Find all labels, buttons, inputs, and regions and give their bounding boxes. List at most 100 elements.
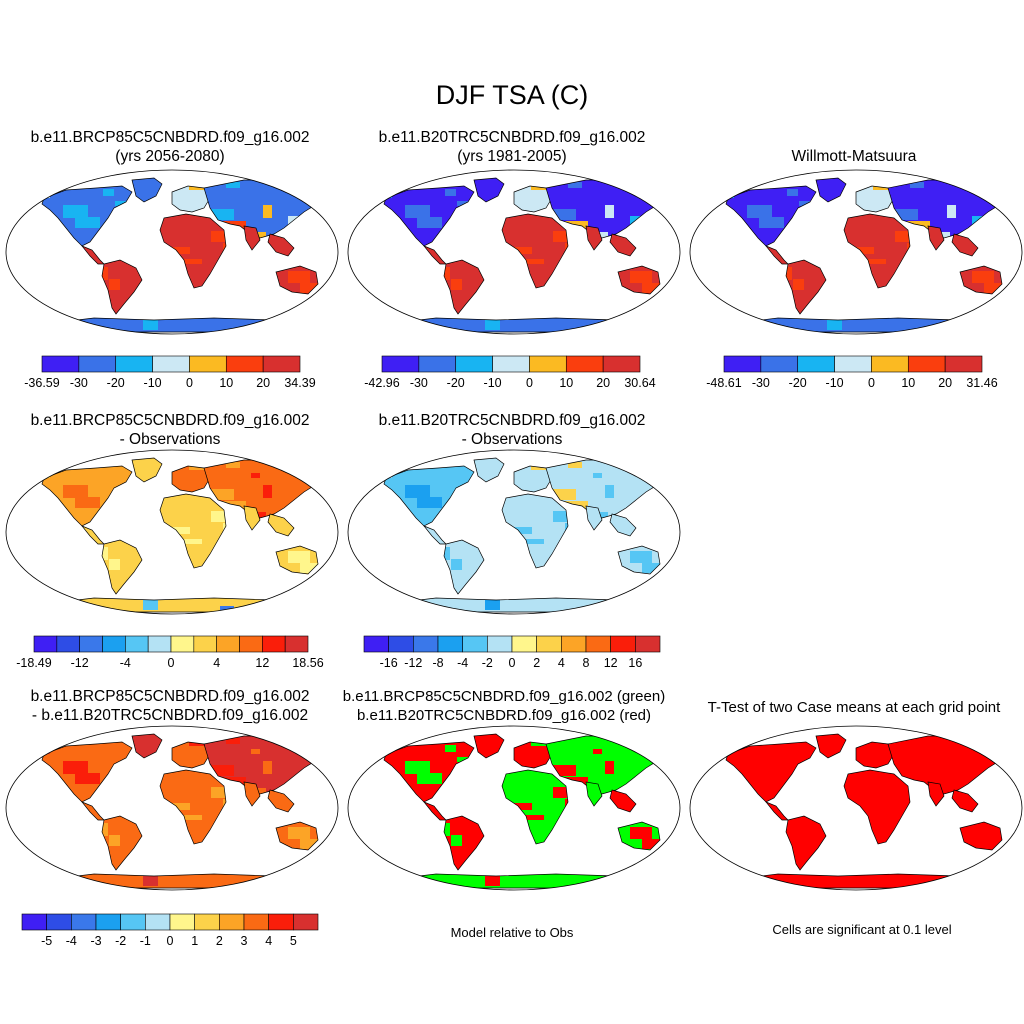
coastline-northAmerica xyxy=(41,185,133,247)
landmass-india xyxy=(586,506,602,530)
colorbar-future-diff: -18.49 -12 -4 0 4 12 18.56 xyxy=(16,635,324,670)
panel-title-8: T-Test of two Case means at each grid po… xyxy=(684,698,1024,717)
landmass-centralAm xyxy=(766,246,788,264)
colorbar-label: -8 xyxy=(432,656,443,670)
map-future-minus-obs xyxy=(5,449,339,615)
colorbar-swatch xyxy=(239,635,263,653)
landmass-southAmerica xyxy=(102,540,142,594)
coastline-seAsia xyxy=(609,233,637,257)
landmass-southAmerica xyxy=(444,816,484,870)
coastline-africa xyxy=(501,213,569,289)
coastline-australia xyxy=(959,265,1003,295)
landmass-southAmerica xyxy=(102,260,142,314)
colorbar-label: 20 xyxy=(256,376,270,390)
coastline-europe xyxy=(513,465,553,493)
landmass-greenland xyxy=(132,178,162,202)
map-border xyxy=(347,169,681,335)
coastline-greenland xyxy=(815,177,847,203)
colorbar-label: -12 xyxy=(404,656,422,670)
landmass-europe xyxy=(172,186,210,212)
coastline-southAmerica xyxy=(101,815,143,871)
panel-title-2: b.e11.B20TRC5CNBDRD.f09_g16.002 (yrs 198… xyxy=(342,128,682,166)
coastline-australia xyxy=(617,545,661,575)
map-model-future xyxy=(5,169,339,335)
colorbar-swatch xyxy=(944,355,983,373)
panel-title-6: b.e11.BRCP85C5CNBDRD.f09_g16.002 - b.e11… xyxy=(0,687,340,725)
colorbar-swatch xyxy=(388,635,414,653)
colorbar-label: -10 xyxy=(144,376,162,390)
colorbar-swatch xyxy=(147,635,172,653)
colorbar-label: 2 xyxy=(216,934,223,948)
colorbar-label: 34.39 xyxy=(284,376,315,390)
colorbar-label: -10 xyxy=(484,376,502,390)
panel-title-5: b.e11.B20TRC5CNBDRD.f09_g16.002 - Observ… xyxy=(342,411,682,449)
coastline-india xyxy=(585,781,603,807)
colorbar-label: 0 xyxy=(509,656,516,670)
coastline-europe xyxy=(855,741,895,769)
colorbar-swatch xyxy=(723,355,762,373)
colorbar-label: 0 xyxy=(186,376,193,390)
landmass-centralAm xyxy=(424,802,446,820)
coastline-northAmerica xyxy=(383,741,475,803)
landmass-africa xyxy=(160,214,226,288)
landmass-southAmerica xyxy=(444,260,484,314)
coastline-northAmerica xyxy=(41,741,133,803)
map-ttest-significance xyxy=(689,725,1023,891)
landmass-australia xyxy=(960,822,1002,850)
colorbar-label: 16 xyxy=(628,656,642,670)
coastline-seAsia xyxy=(951,789,979,813)
coastline-seAsia xyxy=(267,233,295,257)
map-border xyxy=(5,449,339,615)
coastline-europe xyxy=(171,741,211,769)
colorbar-observations: -48.61 -30 -20 -10 0 10 20 31.46 xyxy=(706,355,998,390)
panel-title-6-line2: - b.e11.B20TRC5CNBDRD.f09_g16.002 xyxy=(31,707,309,724)
colorbar-label: -3 xyxy=(90,934,101,948)
colorbar-swatch xyxy=(418,355,457,373)
landmass-greenland xyxy=(132,734,162,758)
landmass-india xyxy=(928,226,944,250)
coastline-africa xyxy=(843,213,911,289)
map-model-relative-to-obs xyxy=(347,725,681,891)
colorbar-swatch xyxy=(284,635,309,653)
colorbar-label: -5 xyxy=(41,934,52,948)
landmass-greenland xyxy=(474,178,504,202)
coastline-greenland xyxy=(815,733,847,759)
colorbar-label: -48.61 xyxy=(706,376,741,390)
colorbar-swatch xyxy=(46,913,72,931)
colorbar-label: 0 xyxy=(526,376,533,390)
colorbar-swatch xyxy=(219,913,245,931)
panel-title-5-line2: - Observations xyxy=(461,431,563,448)
landmass-india xyxy=(244,782,260,806)
colorbar-swatch xyxy=(21,913,47,931)
colorbar-label: -2 xyxy=(115,934,126,948)
colorbar-swatch xyxy=(169,913,195,931)
coastline-africa xyxy=(159,493,227,569)
colorbar-label: 3 xyxy=(241,934,248,948)
colorbar-label: 30.64 xyxy=(624,376,655,390)
colorbar-label: -30 xyxy=(752,376,770,390)
coastline-australia xyxy=(959,821,1003,851)
colorbar-label: -20 xyxy=(789,376,807,390)
map-border xyxy=(689,169,1023,335)
colorbar-label: 0 xyxy=(168,656,175,670)
colorbar-swatch xyxy=(33,635,58,653)
colorbar-label: 12 xyxy=(604,656,618,670)
coastline-southAmerica xyxy=(101,539,143,595)
colorbar-swatch xyxy=(462,635,488,653)
panel-title-7-line1: b.e11.BRCP85C5CNBDRD.f09_g16.002 (green) xyxy=(342,688,666,705)
landmass-seAsia xyxy=(610,790,636,812)
colorbar-swatch xyxy=(492,355,530,373)
colorbar-label: -30 xyxy=(410,376,428,390)
coastline-india xyxy=(585,505,603,531)
colorbar-label: -12 xyxy=(71,656,89,670)
colorbar-label: 10 xyxy=(219,376,233,390)
panel-title-4-line1: b.e11.BRCP85C5CNBDRD.f09_g16.002 xyxy=(30,412,310,429)
coastline-greenland xyxy=(131,457,163,483)
landmass-greenland xyxy=(474,458,504,482)
colorbar-label: 2 xyxy=(533,656,540,670)
colorbar-label: -20 xyxy=(107,376,125,390)
panel-title-3: Willmott-Matsuura xyxy=(684,147,1024,166)
colorbar-swatch xyxy=(585,635,611,653)
landmass-seAsia xyxy=(610,514,636,536)
map-border xyxy=(5,169,339,335)
